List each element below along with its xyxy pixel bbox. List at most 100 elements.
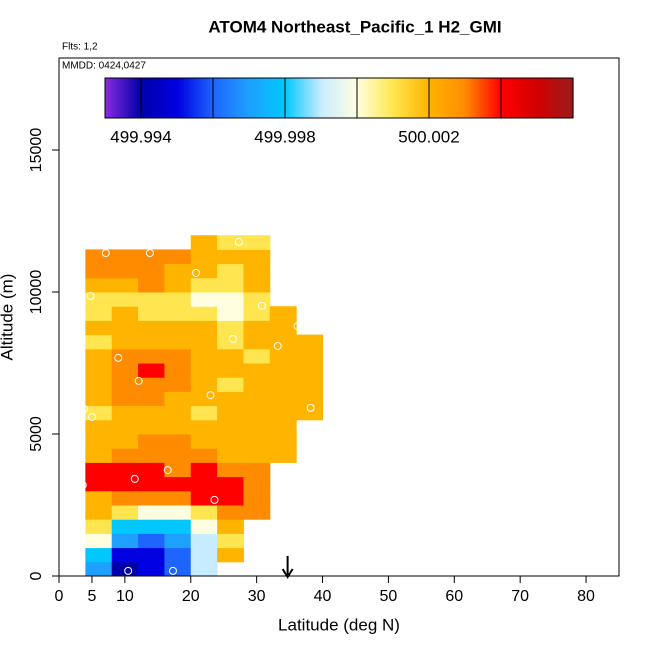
colorbar-segment <box>511 78 516 118</box>
colorbar-segment <box>567 78 571 118</box>
obs-point <box>273 341 282 350</box>
colorbar-segment <box>394 78 399 118</box>
colorbar-segment <box>447 78 451 118</box>
heat-cell <box>243 419 271 435</box>
heat-cell <box>111 320 139 336</box>
colorbar-segment <box>537 78 542 118</box>
colorbar-segment <box>385 78 390 118</box>
obs-point <box>192 268 201 277</box>
colorbar-segment <box>271 78 276 118</box>
obs-point <box>210 495 219 504</box>
heat-cell <box>85 320 113 336</box>
obs-point <box>206 299 215 308</box>
colorbar-segment <box>488 78 492 118</box>
heat-cell <box>111 263 139 279</box>
obs-point <box>134 376 143 385</box>
heat-cell <box>138 292 165 307</box>
colorbar-segment <box>298 78 302 118</box>
heat-cell <box>190 363 218 378</box>
colorbar-segment <box>289 78 293 118</box>
colorbar-segment <box>529 78 533 118</box>
colorbar-segment <box>239 78 244 118</box>
colorbar-segment <box>365 78 369 118</box>
colorbar-segment <box>479 78 483 118</box>
heat-cell <box>269 320 297 336</box>
colorbar-segment <box>286 78 290 118</box>
heat-cell <box>111 419 139 435</box>
colorbar-segment <box>277 78 282 118</box>
colorbar-segment <box>306 78 311 118</box>
colorbar-segment <box>110 78 115 118</box>
heat-cell <box>217 306 244 321</box>
obs-point <box>306 403 315 412</box>
colorbar-segment <box>412 78 416 118</box>
heat-cell <box>164 292 192 307</box>
colorbar-segment <box>464 78 469 118</box>
heat-cell <box>217 292 244 307</box>
colorbar-segment <box>534 78 539 118</box>
obs-point <box>87 412 96 421</box>
colorbar-segment <box>189 78 194 118</box>
heat-cell <box>138 363 165 378</box>
colorbar-segment <box>248 78 252 118</box>
heat-cell <box>217 249 244 265</box>
colorbar-segment <box>388 78 393 118</box>
heat-cell <box>111 377 139 392</box>
heat-cell <box>243 490 271 506</box>
heat-cell <box>243 292 271 307</box>
colorbar-segment <box>344 78 349 118</box>
heat-cell <box>217 519 244 534</box>
colorbar-segment <box>274 78 279 118</box>
heat-cell <box>138 320 165 336</box>
heat-cell <box>217 348 244 364</box>
colorbar-segment <box>470 78 475 118</box>
colorbar-segment <box>417 78 422 118</box>
colorbar-segment <box>143 78 147 118</box>
heat-cell <box>296 391 324 407</box>
colorbar-tick-label: 500.002 <box>398 127 459 146</box>
heat-cell <box>138 448 165 463</box>
heat-cell <box>111 405 139 421</box>
heat-cell <box>269 419 297 435</box>
colorbar-segment <box>119 78 124 118</box>
colorbar-segment <box>262 78 267 118</box>
colorbar-segment <box>309 78 314 118</box>
heat-cell <box>217 476 244 492</box>
heat-cell <box>190 320 218 336</box>
heat-cell <box>243 348 271 364</box>
colorbar-segment <box>265 78 270 118</box>
heat-cell <box>138 462 165 478</box>
colorbar-segment <box>210 78 214 118</box>
colorbar-segment <box>458 78 463 118</box>
heat-cell <box>164 434 192 449</box>
heat-cell <box>138 519 165 534</box>
colorbar-segment <box>137 78 141 118</box>
heat-cell <box>164 320 192 336</box>
colorbar-segment <box>330 78 334 118</box>
heat-cell <box>269 306 297 321</box>
colorbar-segment <box>508 78 513 118</box>
heat-cell <box>217 419 244 435</box>
obs-point <box>124 566 133 575</box>
heat-cell <box>164 263 192 279</box>
x-tick-label: 30 <box>248 588 266 605</box>
heat-cell <box>296 377 324 392</box>
heat-cell <box>190 533 218 549</box>
colorbar-tick-label: 499.998 <box>254 127 315 146</box>
colorbar-segment <box>107 78 112 118</box>
heat-cell <box>85 363 113 378</box>
colorbar-segment <box>160 78 165 118</box>
heat-cell <box>164 306 192 321</box>
colorbar-segment <box>333 78 337 118</box>
heat-cell <box>190 249 218 265</box>
colorbar-segment <box>420 78 425 118</box>
colorbar-segment <box>233 78 238 118</box>
heat-cell <box>111 533 139 549</box>
heat-cell <box>164 363 192 378</box>
heat-cell <box>164 405 192 421</box>
colorbar-segment <box>318 78 323 118</box>
heat-cell <box>111 249 139 265</box>
heat-cell <box>111 490 139 506</box>
x-tick-label: 10 <box>116 588 134 605</box>
